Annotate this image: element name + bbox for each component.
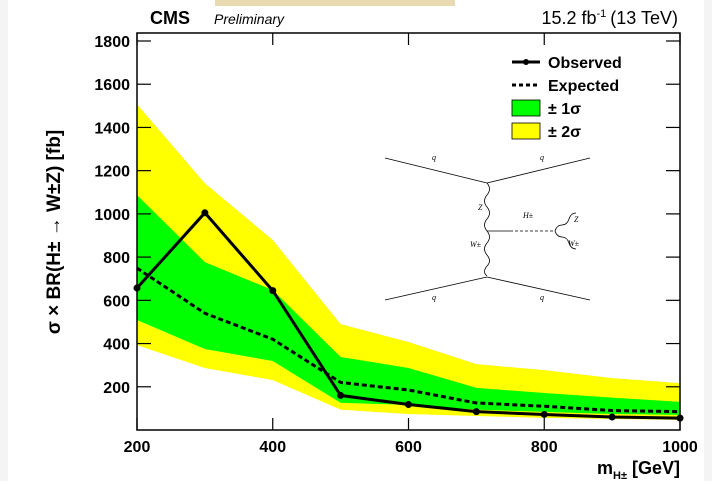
diagram-label: q	[432, 293, 436, 302]
diagram-label: W±	[470, 240, 482, 249]
diagram-label: H±	[522, 211, 534, 220]
legend-label: Expected	[548, 78, 619, 95]
y-tick-label: 1600	[94, 77, 130, 94]
experiment: CMS	[150, 8, 190, 28]
lumi-exp: -1	[597, 8, 607, 20]
feynman-diagram	[384, 157, 591, 301]
plot-area	[133, 32, 684, 431]
y-tick-label: 600	[103, 293, 130, 310]
quark-line	[384, 276, 488, 301]
quark-line	[384, 157, 488, 184]
y-tick-label: 800	[103, 250, 130, 267]
z-boson	[554, 212, 577, 232]
observed-point	[269, 287, 277, 295]
diagram-label: q	[540, 153, 544, 162]
z-boson	[484, 182, 490, 232]
diagram-labels: q q Z H± W± Z W± q q	[432, 153, 580, 302]
diagram-label: W±	[568, 239, 580, 248]
observed-point	[337, 391, 345, 399]
y-tick-label: 1000	[94, 207, 130, 224]
x-tick-label: 200	[124, 439, 151, 456]
x-label-sub: H±	[613, 470, 627, 481]
observed-point	[201, 209, 209, 217]
y-axis-label: σ × BR(H± → W±Z) [fb]	[44, 130, 65, 334]
x-tick-label: 1000	[662, 439, 698, 456]
legend-label: Observed	[548, 55, 622, 72]
w-boson	[554, 230, 577, 250]
observed-point	[608, 413, 616, 421]
x-label-main: m	[597, 458, 613, 478]
observed-point	[405, 400, 412, 408]
diagram-label: q	[432, 153, 436, 162]
y-tick-label: 1400	[94, 120, 130, 137]
y-tick-label: 400	[103, 337, 130, 354]
y-tick-label: 1200	[94, 164, 130, 181]
band	[137, 195, 680, 415]
diagram-label: Z	[478, 203, 483, 212]
legend-marker	[523, 59, 529, 65]
expected-line	[136, 266, 681, 414]
x-label-unit: [GeV]	[632, 458, 680, 478]
diagram-label: q	[540, 293, 544, 302]
legend-swatch	[511, 99, 541, 117]
lumi-label: 15.2 fb-1 (13 TeV)	[541, 8, 678, 28]
top-strip	[215, 0, 455, 6]
y-tick-label: 200	[103, 380, 130, 397]
lumi: 15.2 fb	[541, 8, 596, 28]
x-tick-label: 800	[531, 439, 558, 456]
diagram-label: Z	[574, 215, 579, 224]
status: Preliminary	[214, 11, 285, 27]
observed-point	[472, 408, 480, 416]
y-tick-label: 1800	[94, 34, 130, 51]
x-axis-label: mH± [GeV]	[597, 458, 680, 481]
x-tick-label: 400	[259, 439, 286, 456]
legend-swatch	[511, 122, 541, 140]
quark-line	[486, 157, 591, 184]
x-tick-label: 600	[395, 439, 422, 456]
w-boson	[484, 230, 490, 277]
observed-point	[540, 410, 548, 418]
legend-label: ± 2σ	[548, 124, 581, 141]
legend-label: ± 1σ	[548, 101, 581, 118]
quark-line	[486, 276, 591, 301]
energy: (13 TeV)	[610, 8, 678, 28]
